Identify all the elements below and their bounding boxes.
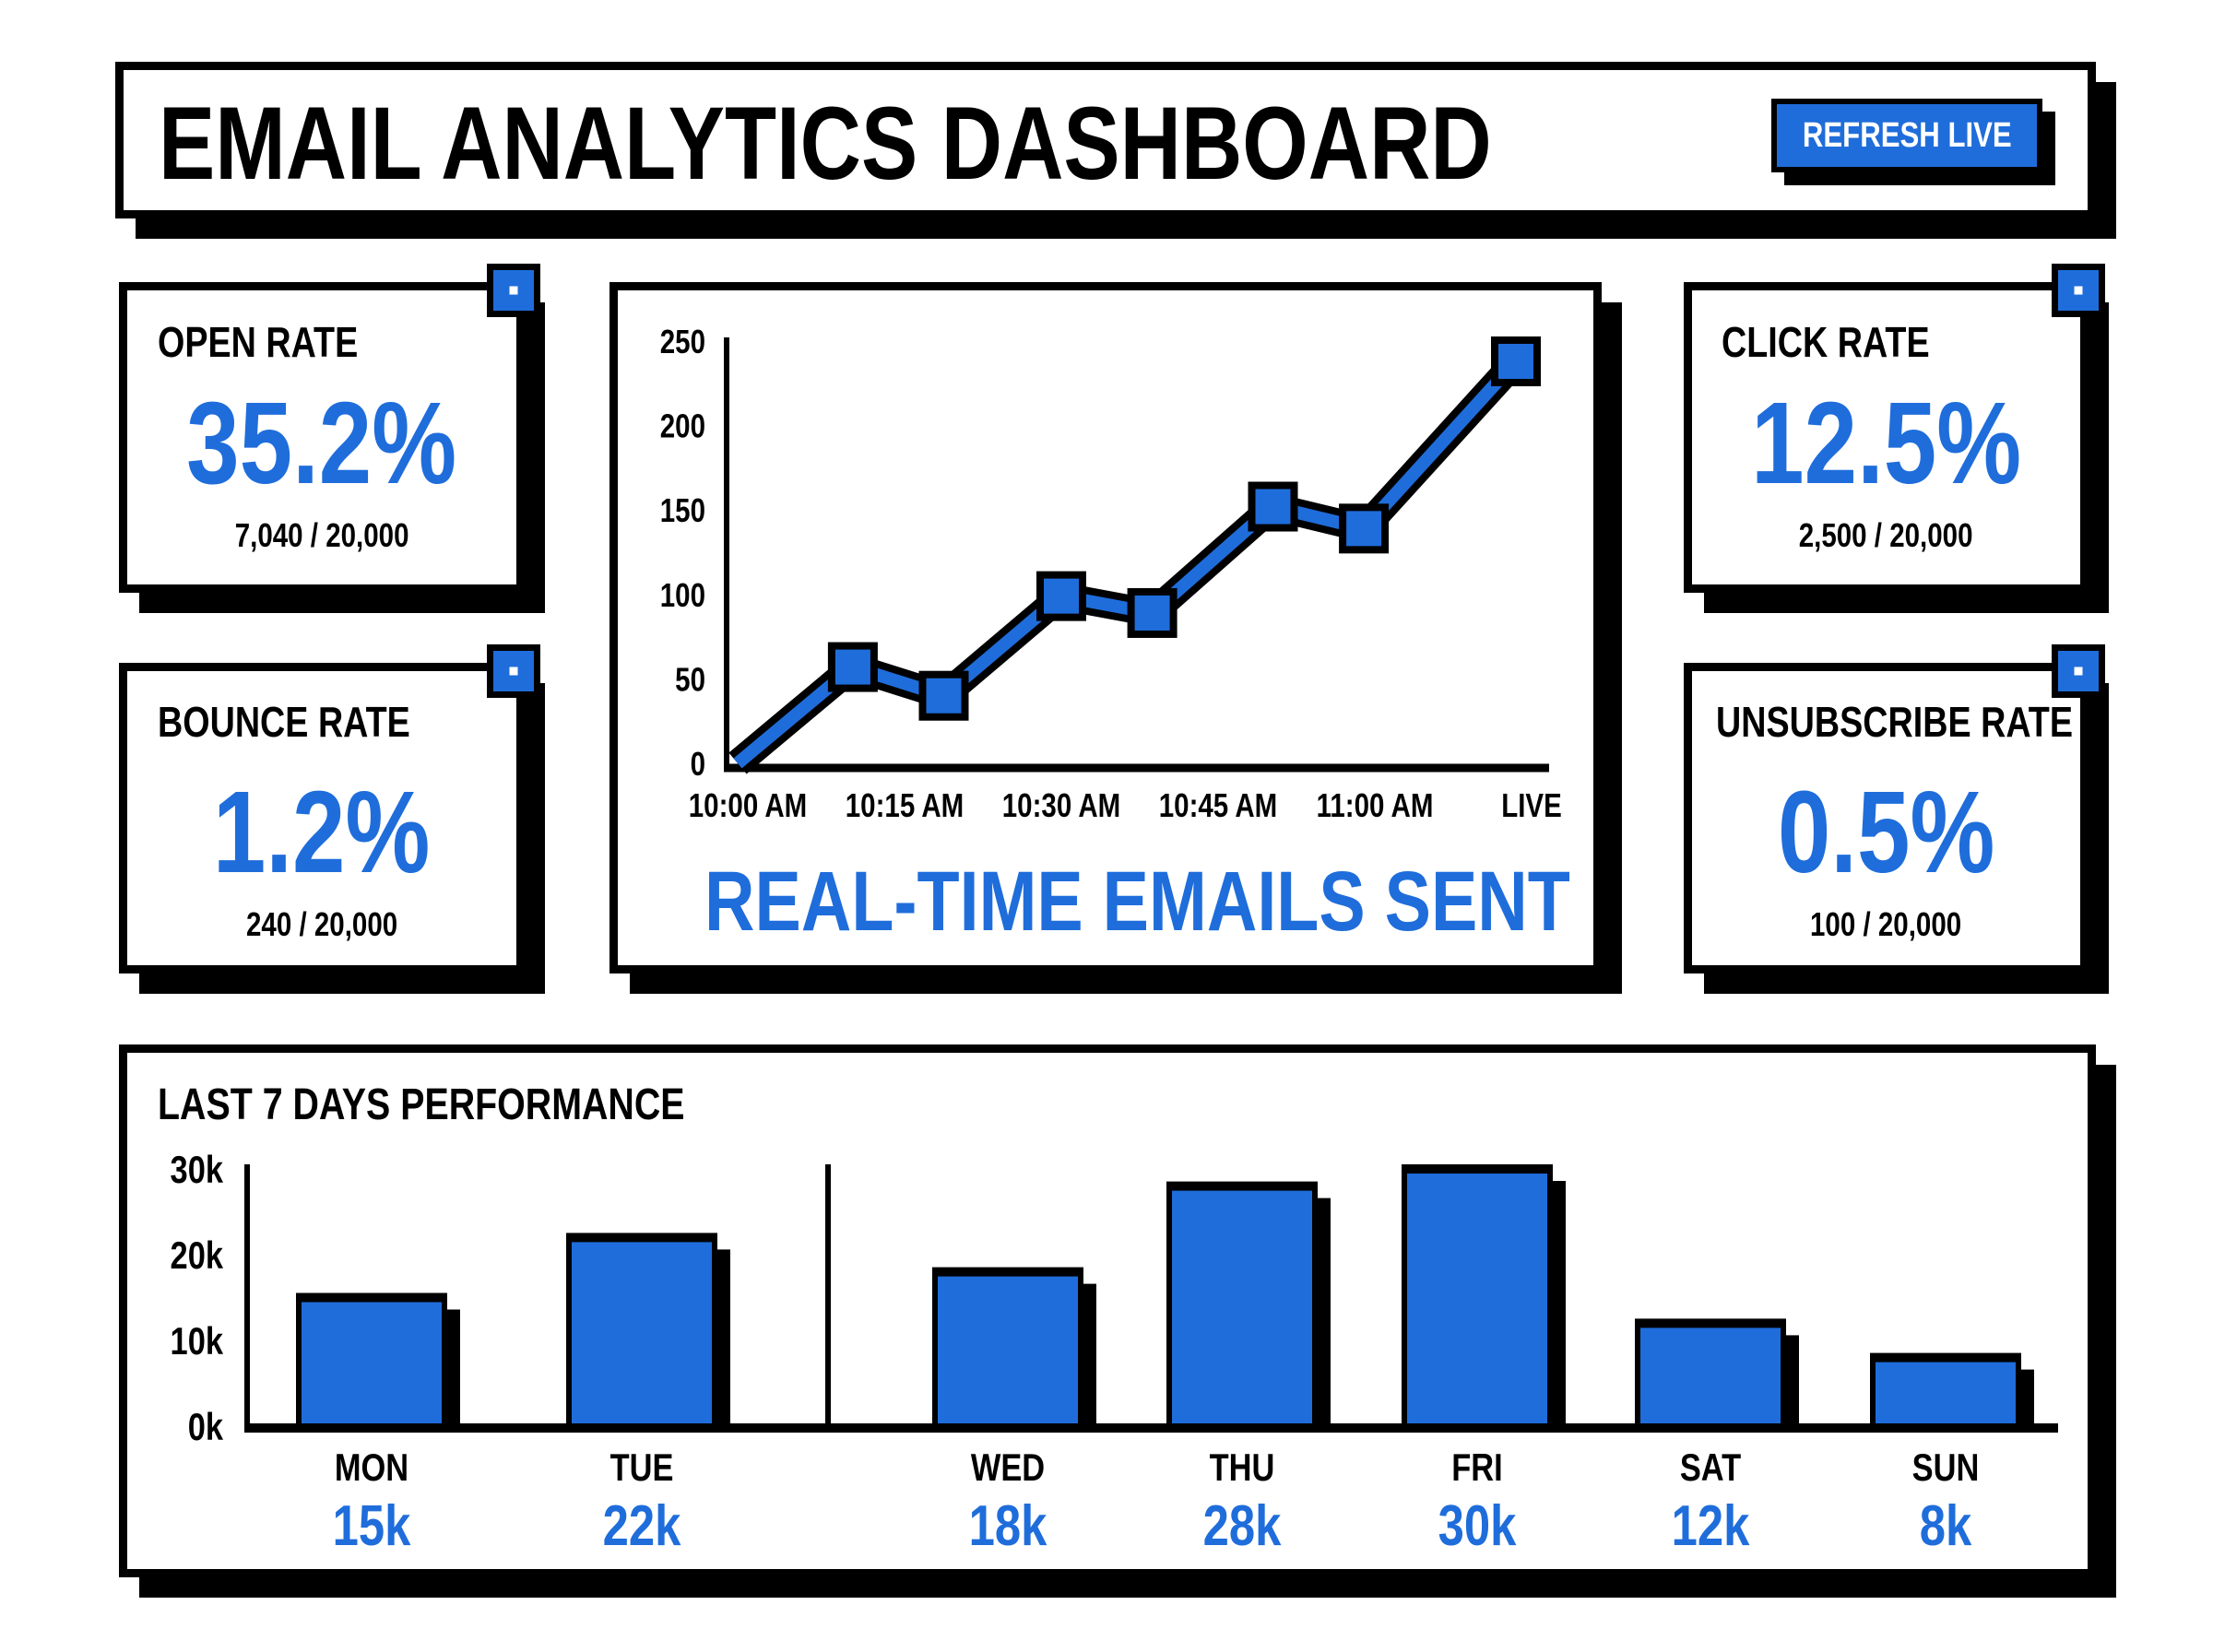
- bounce-rate-corner-icon[interactable]: [487, 644, 540, 698]
- bar: [938, 1276, 1078, 1425]
- unsubscribe-rate-corner-icon[interactable]: [2052, 644, 2105, 698]
- line-chart-x-tick-label: 10:30 AM: [1002, 786, 1120, 823]
- bar-category-label: MON: [335, 1446, 408, 1490]
- line-chart-x-tick-label: 10:45 AM: [1159, 786, 1277, 823]
- bar-chart-y-tick-label: 20k: [171, 1234, 224, 1278]
- click-rate-value: 12.5%: [1751, 378, 2021, 508]
- bar-category-label: FRI: [1451, 1446, 1502, 1490]
- line-chart-y-tick-label: 250: [660, 323, 705, 360]
- refresh-live-label: REFRESH LIVE: [1802, 115, 2012, 155]
- bounce-rate-detail: 240 / 20,000: [245, 905, 398, 943]
- bar-value-label: 12k: [1672, 1494, 1750, 1558]
- open-rate-corner-icon[interactable]: [487, 264, 540, 317]
- bar-category-label: TUE: [610, 1446, 674, 1490]
- refresh-live-button[interactable]: REFRESH LIVE: [1771, 99, 2042, 172]
- bar-value-label: 18k: [969, 1494, 1047, 1558]
- click-rate-card: [1684, 282, 2089, 593]
- open-rate-label: OPEN RATE: [158, 318, 359, 366]
- line-chart-y-tick-label: 200: [660, 407, 705, 444]
- line-series-outline: [728, 351, 1527, 774]
- bar-value-label: 8k: [1920, 1494, 1972, 1558]
- unsubscribe-rate-card: [1684, 663, 2089, 974]
- bar-value-label: 15k: [333, 1494, 411, 1558]
- bar: [1172, 1190, 1312, 1425]
- bar-value-label: 30k: [1438, 1494, 1517, 1558]
- bar-value-label: 22k: [603, 1494, 681, 1558]
- header-panel: [115, 62, 2096, 218]
- bounce-rate-label: BOUNCE RATE: [158, 698, 410, 746]
- line-chart-y-tick-label: 0: [691, 745, 705, 782]
- bar-category-label: WED: [971, 1446, 1045, 1490]
- click-rate-label: CLICK RATE: [1722, 318, 1930, 366]
- bar-value-label: 28k: [1203, 1494, 1282, 1558]
- bar: [1876, 1362, 2016, 1425]
- line-data-point: [1339, 503, 1390, 554]
- realtime-chart-panel: [609, 282, 1602, 974]
- bar: [1407, 1174, 1547, 1425]
- open-rate-detail: 7,040 / 20,000: [234, 516, 409, 554]
- line-data-point: [918, 670, 969, 721]
- line-data-point: [1127, 587, 1178, 638]
- page-title-text: EMAIL ANALYTICS DASHBOARD: [159, 86, 1492, 201]
- unsubscribe-rate-detail: 100 / 20,000: [1810, 905, 1962, 943]
- line-chart-y-tick-label: 100: [660, 576, 705, 613]
- unsubscribe-rate-label: UNSUBSCRIBE RATE: [1716, 698, 2074, 746]
- line-chart-x-tick-label: LIVE: [1501, 786, 1562, 823]
- line-series: [733, 357, 1521, 769]
- line-data-point: [1036, 571, 1086, 621]
- open-rate-card: [119, 282, 525, 593]
- bar: [1640, 1328, 1781, 1425]
- open-rate-value: 35.2%: [186, 378, 457, 508]
- realtime-chart-title: REAL-TIME EMAILS SENT: [704, 855, 1570, 949]
- bounce-rate-value: 1.2%: [213, 767, 431, 897]
- line-chart-x-tick-label: 11:00 AM: [1317, 786, 1434, 823]
- bar-chart-y-tick-label: 30k: [171, 1149, 224, 1192]
- line-chart-y-tick-label: 150: [660, 491, 705, 528]
- bounce-rate-card: [119, 663, 525, 974]
- click-rate-corner-icon[interactable]: [2052, 264, 2105, 317]
- line-chart-y-tick-label: 50: [675, 661, 705, 698]
- line-chart-x-tick-label: 10:15 AM: [846, 786, 964, 823]
- line-data-point: [1248, 481, 1298, 532]
- line-data-point: [827, 642, 878, 692]
- bar-chart-y-tick-label: 10k: [171, 1320, 224, 1363]
- page-title: EMAIL ANALYTICS DASHBOARD: [159, 92, 1784, 195]
- bar: [572, 1242, 712, 1425]
- line-chart-x-tick-label: 10:00 AM: [689, 786, 807, 823]
- weekly-performance-title: LAST 7 DAYS PERFORMANCE: [158, 1080, 685, 1129]
- click-rate-detail: 2,500 / 20,000: [1799, 516, 1973, 554]
- line-data-point: [1491, 336, 1541, 386]
- bar-category-label: THU: [1210, 1446, 1275, 1490]
- unsubscribe-rate-value: 0.5%: [1777, 767, 1995, 897]
- bar: [302, 1302, 442, 1425]
- bar-chart-y-tick-label: 0k: [188, 1406, 224, 1449]
- bar-category-label: SAT: [1680, 1446, 1742, 1490]
- bar-category-label: SUN: [1912, 1446, 1980, 1490]
